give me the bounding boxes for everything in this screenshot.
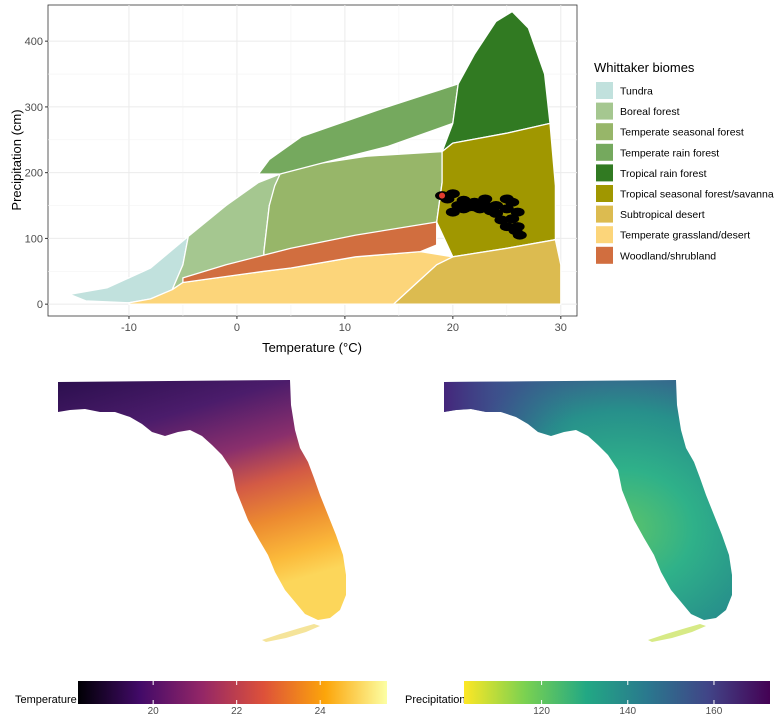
precipitation-colorbar-ticks: 120 140 160 bbox=[533, 681, 723, 717]
x-tick-label: 10 bbox=[339, 322, 351, 334]
y-tick-label: 200 bbox=[25, 168, 43, 180]
colorbar-tick-label: 160 bbox=[706, 706, 723, 717]
florida-temperature-shape bbox=[58, 380, 346, 620]
observation-point bbox=[510, 207, 525, 217]
y-axis-ticks: 0 100 200 300 400 bbox=[25, 36, 48, 311]
legend-swatch bbox=[596, 123, 613, 141]
observation-point bbox=[445, 207, 460, 217]
legend-label: Subtropical desert bbox=[620, 209, 705, 221]
temperature-colorbar: Temperature 20 22 24 bbox=[15, 681, 387, 717]
biome-woodland-shrubland bbox=[182, 221, 438, 284]
temperature-map bbox=[58, 380, 346, 642]
observation-highlight-point bbox=[439, 192, 446, 199]
observation-point bbox=[456, 204, 471, 214]
colorbar-tick-label: 120 bbox=[533, 706, 550, 717]
colorbar-tick-label: 24 bbox=[315, 706, 327, 717]
temperature-colorbar-gradient bbox=[78, 681, 387, 704]
temperature-colorbar-ticks: 20 22 24 bbox=[148, 681, 327, 717]
legend-label: Temperate grassland/desert bbox=[620, 230, 750, 242]
temperature-colorbar-title: Temperature bbox=[15, 694, 77, 706]
precipitation-map bbox=[444, 380, 732, 642]
observation-point bbox=[483, 206, 498, 216]
legend-swatch bbox=[596, 226, 613, 244]
x-tick-label: 0 bbox=[234, 322, 240, 334]
x-axis-ticks: -10 0 10 20 30 bbox=[121, 316, 567, 334]
legend-swatch bbox=[596, 185, 613, 202]
legend-swatch bbox=[596, 143, 613, 161]
y-tick-label: 400 bbox=[25, 36, 43, 48]
legend-title: Whittaker biomes bbox=[594, 60, 695, 75]
legend-swatch bbox=[596, 102, 613, 120]
legend-swatch bbox=[596, 82, 613, 99]
legend: Tundra Boreal forest Temperate seasonal fo… bbox=[596, 82, 774, 264]
florida-keys-precip bbox=[648, 624, 706, 642]
legend-label: Tundra bbox=[620, 86, 653, 98]
legend-label: Temperate seasonal forest bbox=[620, 127, 744, 139]
legend-swatch bbox=[596, 205, 613, 223]
colorbar-tick-label: 20 bbox=[148, 706, 160, 717]
x-tick-label: -10 bbox=[121, 322, 137, 334]
x-axis-title: Temperature (°C) bbox=[262, 340, 362, 355]
legend-label: Tropical seasonal forest/savanna bbox=[620, 189, 774, 201]
x-tick-label: 30 bbox=[555, 322, 567, 334]
y-tick-label: 100 bbox=[25, 233, 43, 245]
precip-west-overlay bbox=[444, 380, 732, 620]
observation-point bbox=[499, 222, 514, 232]
precipitation-colorbar: Precipitation 120 140 160 bbox=[405, 681, 770, 717]
legend-label: Tropical rain forest bbox=[620, 168, 707, 180]
legend-label: Temperate rain forest bbox=[620, 147, 719, 159]
legend-swatch bbox=[596, 246, 613, 264]
colorbar-tick-label: 140 bbox=[619, 706, 636, 717]
observation-point bbox=[478, 194, 493, 204]
precipitation-colorbar-gradient bbox=[464, 681, 770, 704]
legend-label: Boreal forest bbox=[620, 106, 680, 118]
whittaker-chart: -10 0 10 20 30 0 100 200 300 400 Temperature (°C… bbox=[9, 4, 774, 355]
colorbar-tick-label: 22 bbox=[231, 706, 243, 717]
legend-label: Woodland/shrubland bbox=[620, 250, 716, 262]
observation-point bbox=[445, 189, 460, 199]
y-axis-title: Precipitation (cm) bbox=[9, 109, 24, 210]
florida-keys-temp bbox=[262, 624, 320, 642]
x-tick-label: 20 bbox=[447, 322, 459, 334]
biome-polygons bbox=[68, 10, 562, 305]
observation-points bbox=[435, 189, 527, 240]
y-tick-label: 0 bbox=[37, 299, 43, 311]
biome-temperate-rain-forest bbox=[257, 83, 459, 175]
biome-tropical-rain-forest bbox=[441, 10, 551, 153]
observation-point bbox=[505, 197, 520, 207]
observation-point bbox=[467, 202, 482, 212]
precipitation-colorbar-title: Precipitation bbox=[405, 694, 466, 706]
y-tick-label: 300 bbox=[25, 102, 43, 114]
legend-swatch bbox=[596, 164, 613, 182]
observation-point bbox=[512, 230, 527, 240]
